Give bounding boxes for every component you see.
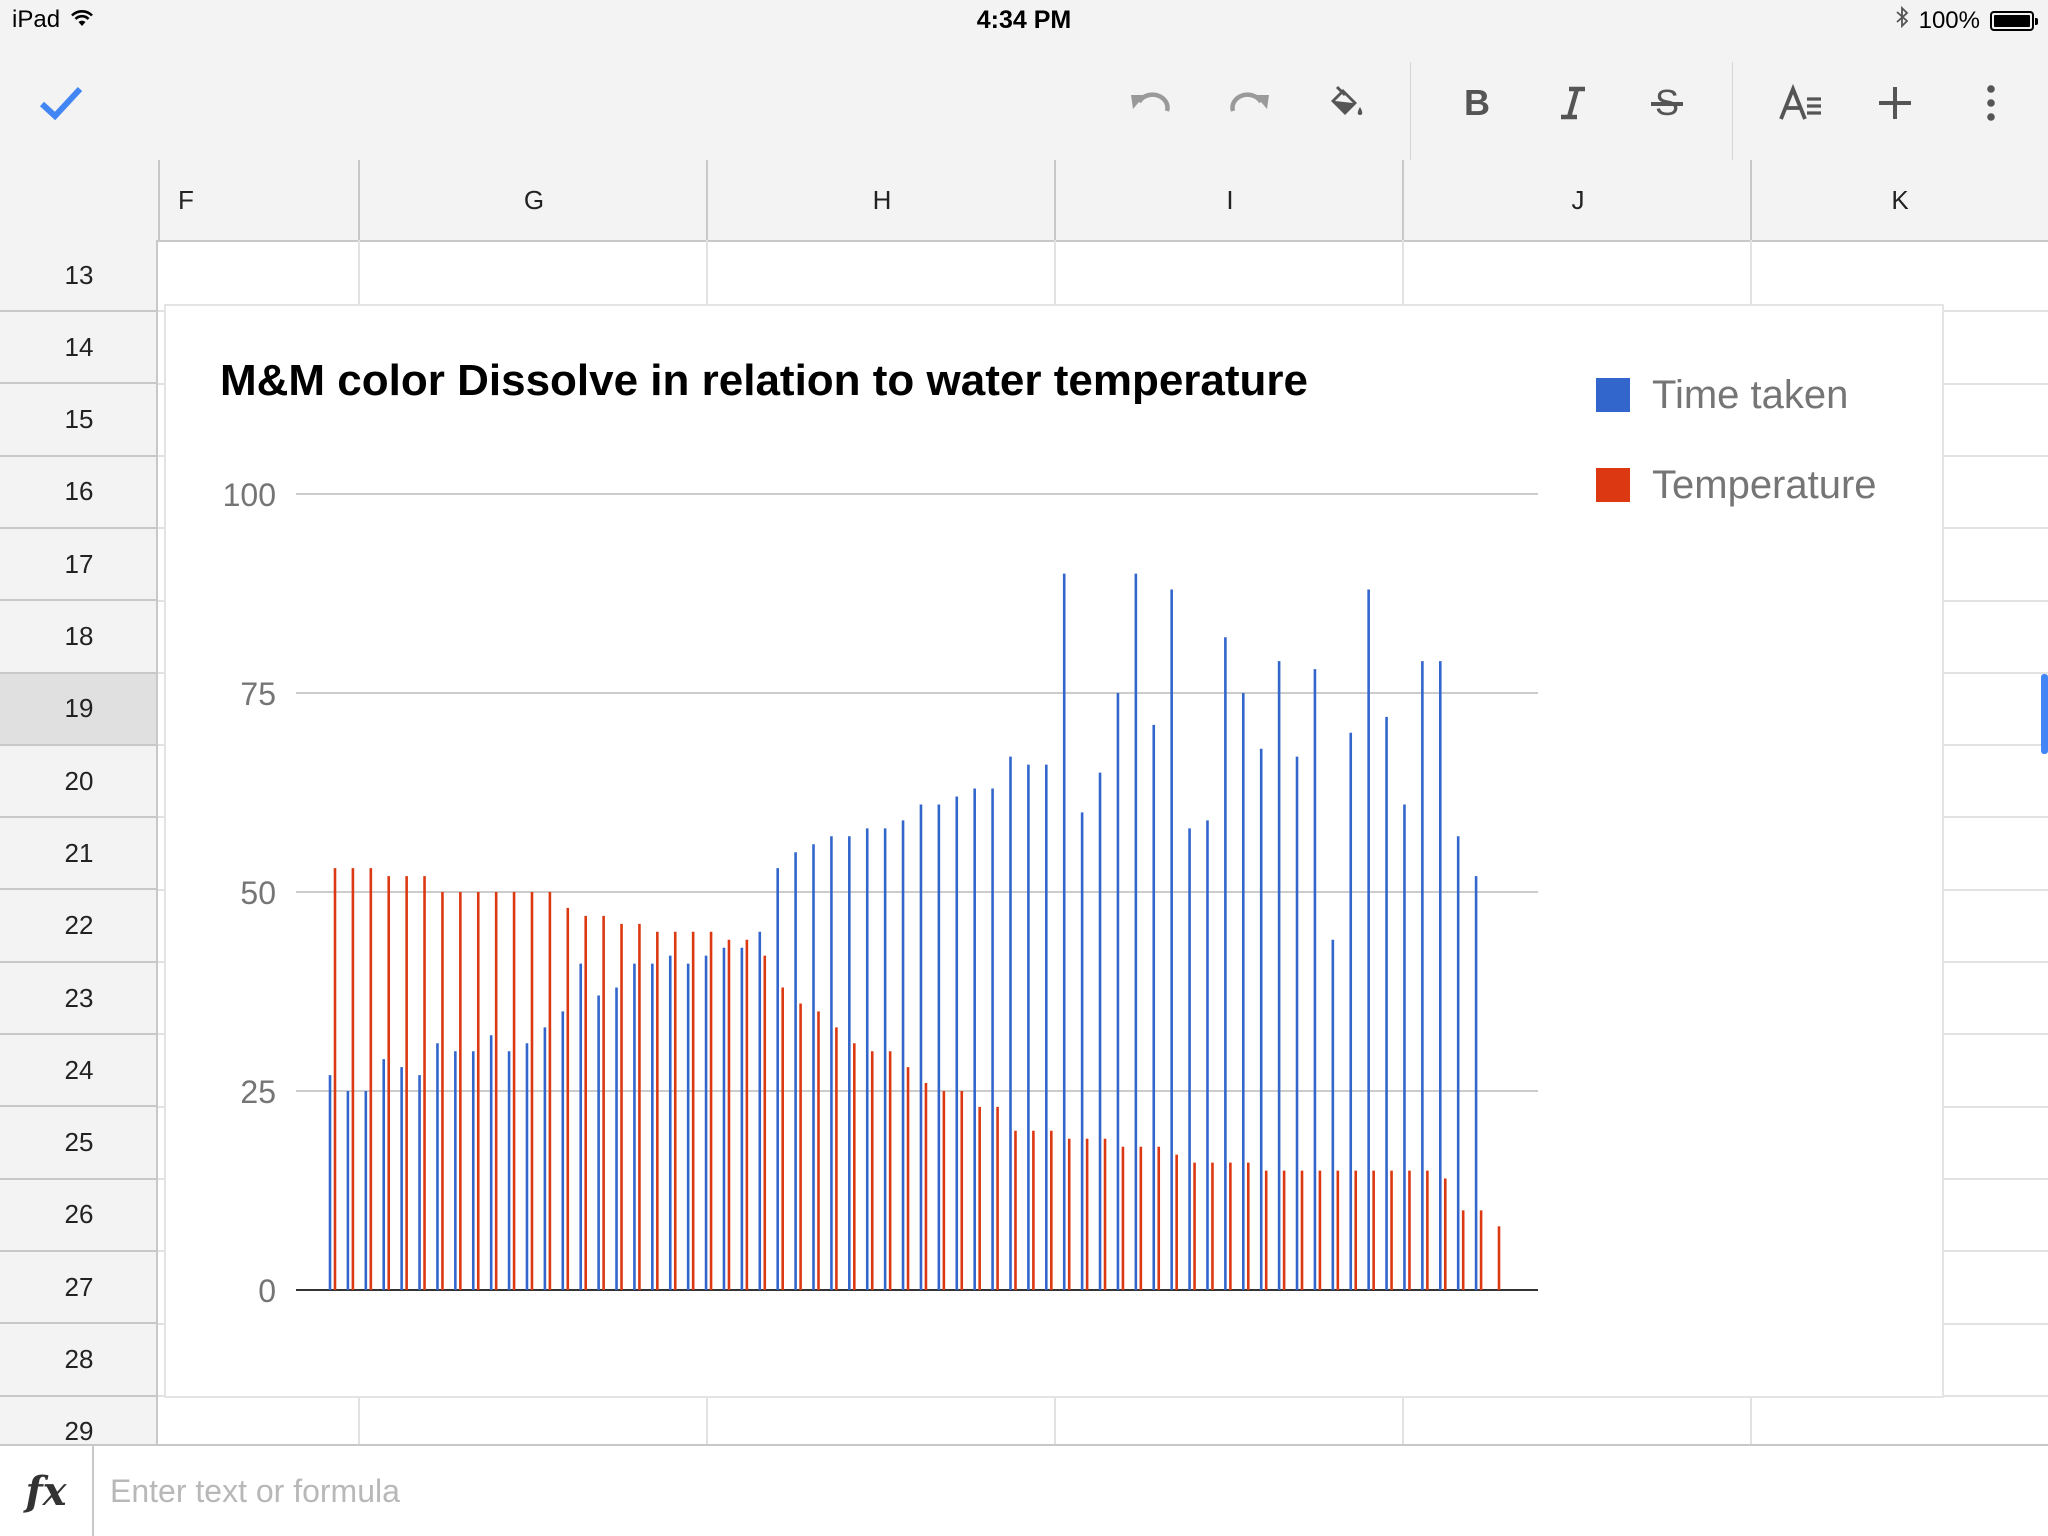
plus-icon[interactable] [1866,74,1924,132]
formula-bar: fx [0,1444,2048,1536]
column-header: F G H I J K [0,160,2048,242]
row-header-24[interactable]: 24 [0,1035,156,1108]
toolbar-separator [1410,62,1411,160]
y-tick-label: 75 [240,676,276,712]
status-bar: iPad 4:34 PM 100% [0,0,2048,44]
column-header-f[interactable]: F [158,160,360,240]
y-tick-label: 50 [240,875,276,911]
bluetooth-icon [1895,5,1909,35]
column-header-i[interactable]: I [1054,160,1404,240]
device-name: iPad [12,6,61,33]
fx-icon: fx [0,1446,94,1536]
chart[interactable]: M&M color Dissolve in relation to water … [164,304,1944,1398]
y-tick-label: 0 [258,1273,276,1309]
column-header-k[interactable]: K [1750,160,2048,240]
legend-label: Time taken [1652,373,1848,417]
undo-icon[interactable] [1122,74,1180,132]
text-format-icon[interactable] [1772,74,1830,132]
status-right: 100% [1895,5,2038,35]
more-vertical-icon[interactable] [1962,74,2020,132]
column-header-g[interactable]: G [358,160,708,240]
status-time: 4:34 PM [976,6,1072,34]
row-header-20[interactable]: 20 [0,746,156,819]
row-header-14[interactable]: 14 [0,312,156,385]
corner-cell[interactable] [0,160,158,240]
row-header-25[interactable]: 25 [0,1108,156,1180]
italic-icon[interactable] [1544,74,1602,132]
svg-text:B: B [1464,83,1490,123]
column-header-j[interactable]: J [1402,160,1752,240]
row-header-23[interactable]: 23 [0,963,156,1035]
toolbar: B S [0,44,2048,161]
row-header-26[interactable]: 26 [0,1180,156,1252]
battery-percent: 100% [1918,6,1980,34]
checkmark-icon[interactable] [32,74,90,132]
y-tick-label: 100 [223,477,276,513]
chart-title: M&M color Dissolve in relation to water … [220,356,1309,405]
wifi-icon [70,6,94,34]
formula-input[interactable] [108,1460,2012,1522]
redo-icon[interactable] [1220,74,1278,132]
y-tick-label: 25 [240,1074,276,1110]
toolbar-separator [1732,62,1733,160]
row-header-28[interactable]: 28 [0,1325,156,1397]
selection-handle[interactable] [2041,674,2048,754]
column-header-h[interactable]: H [706,160,1056,240]
legend-swatch [1596,468,1630,502]
row-header-27[interactable]: 27 [0,1252,156,1325]
paint-bucket-icon[interactable] [1316,74,1374,132]
legend-swatch [1596,378,1630,412]
strikethrough-icon[interactable]: S [1638,74,1696,132]
row-header: 13 14 15 16 17 18 19 20 21 22 23 24 25 26 27 28 29 [0,240,158,1444]
chart-plot: 0 25 50 75 100 Time taken Temperature [223,373,1877,1309]
battery-level [1994,14,2030,27]
row-header-29[interactable]: 29 [0,1397,156,1444]
row-header-22[interactable]: 22 [0,891,156,963]
legend-label: Temperature [1652,463,1877,507]
row-header-17[interactable]: 17 [0,529,156,602]
row-header-18[interactable]: 18 [0,602,156,674]
row-header-13[interactable]: 13 [0,240,156,312]
bold-icon[interactable]: B [1448,74,1506,132]
row-header-15[interactable]: 15 [0,385,156,457]
battery-icon [1990,10,2038,31]
status-left: iPad [12,6,94,34]
row-header-21[interactable]: 21 [0,818,156,891]
row-header-19[interactable]: 19 [0,673,156,746]
row-header-16[interactable]: 16 [0,457,156,529]
